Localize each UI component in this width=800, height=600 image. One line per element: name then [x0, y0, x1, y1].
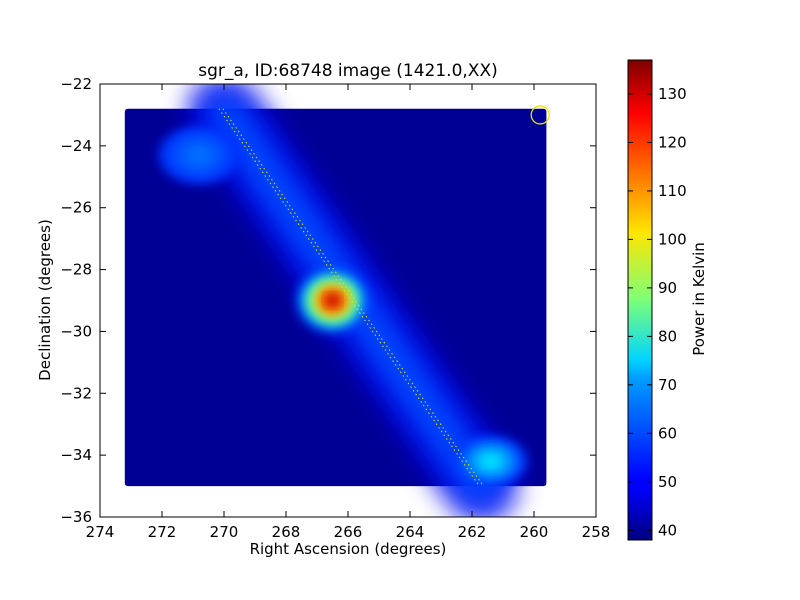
y-tick-label: −28	[60, 261, 92, 279]
x-tick-label: 262	[458, 523, 487, 541]
beam-marker	[530, 105, 550, 125]
intensity-map	[124, 84, 547, 517]
colorbar-tick-label: 40	[658, 521, 677, 539]
y-tick-label: −24	[60, 137, 92, 155]
y-tick-label: −26	[60, 199, 92, 217]
colorbar-tick-label: 110	[658, 182, 687, 200]
colorbar-tick-label: 130	[658, 85, 687, 103]
source-blob	[326, 295, 339, 306]
y-tick-label: −30	[60, 322, 92, 340]
source-blob	[485, 457, 497, 466]
x-tick-label: 260	[520, 523, 549, 541]
x-tick-label: 274	[86, 523, 115, 541]
colorbar-gradient	[627, 59, 653, 541]
y-tick-label: −34	[60, 446, 92, 464]
x-tick-label: 258	[582, 523, 611, 541]
colorbar-tick-label: 90	[658, 279, 677, 297]
x-tick-label: 268	[272, 523, 301, 541]
x-axis: 274 272 270 268 266 264 262 260 258	[86, 84, 611, 541]
colorbar-tick-label: 60	[658, 424, 677, 442]
colorbar-tick-label: 70	[658, 376, 677, 394]
x-tick-label: 264	[396, 523, 425, 541]
colorbar-tick-label: 50	[658, 473, 677, 491]
x-tick-label: 270	[210, 523, 239, 541]
y-tick-label: −32	[60, 384, 92, 402]
chart-title: sgr_a, ID:68748 image (1421.0,XX)	[198, 61, 497, 81]
y-tick-label: −22	[60, 75, 92, 93]
colorbar: 40 50 60 70 80 90 100 110 120 130 Power in Kelvin	[627, 59, 708, 541]
colorbar-ticks: 40 50 60 70 80 90 100 110 120 130	[628, 85, 687, 539]
y-axis: −22 −24 −26 −28 −30 −32 −34 −36	[60, 75, 596, 526]
colorbar-tick-label: 80	[658, 327, 677, 345]
source-blob	[193, 150, 206, 160]
colorbar-tick-label: 100	[658, 230, 687, 248]
x-axis-label: Right Ascension (degrees)	[250, 540, 447, 558]
plot-area	[100, 84, 596, 517]
colorbar-label: Power in Kelvin	[690, 242, 708, 356]
y-tick-label: −36	[60, 508, 92, 526]
x-tick-label: 266	[334, 523, 363, 541]
x-tick-label: 272	[148, 523, 177, 541]
y-axis-label: Declination (degrees)	[36, 219, 54, 381]
colorbar-tick-label: 120	[658, 133, 687, 151]
